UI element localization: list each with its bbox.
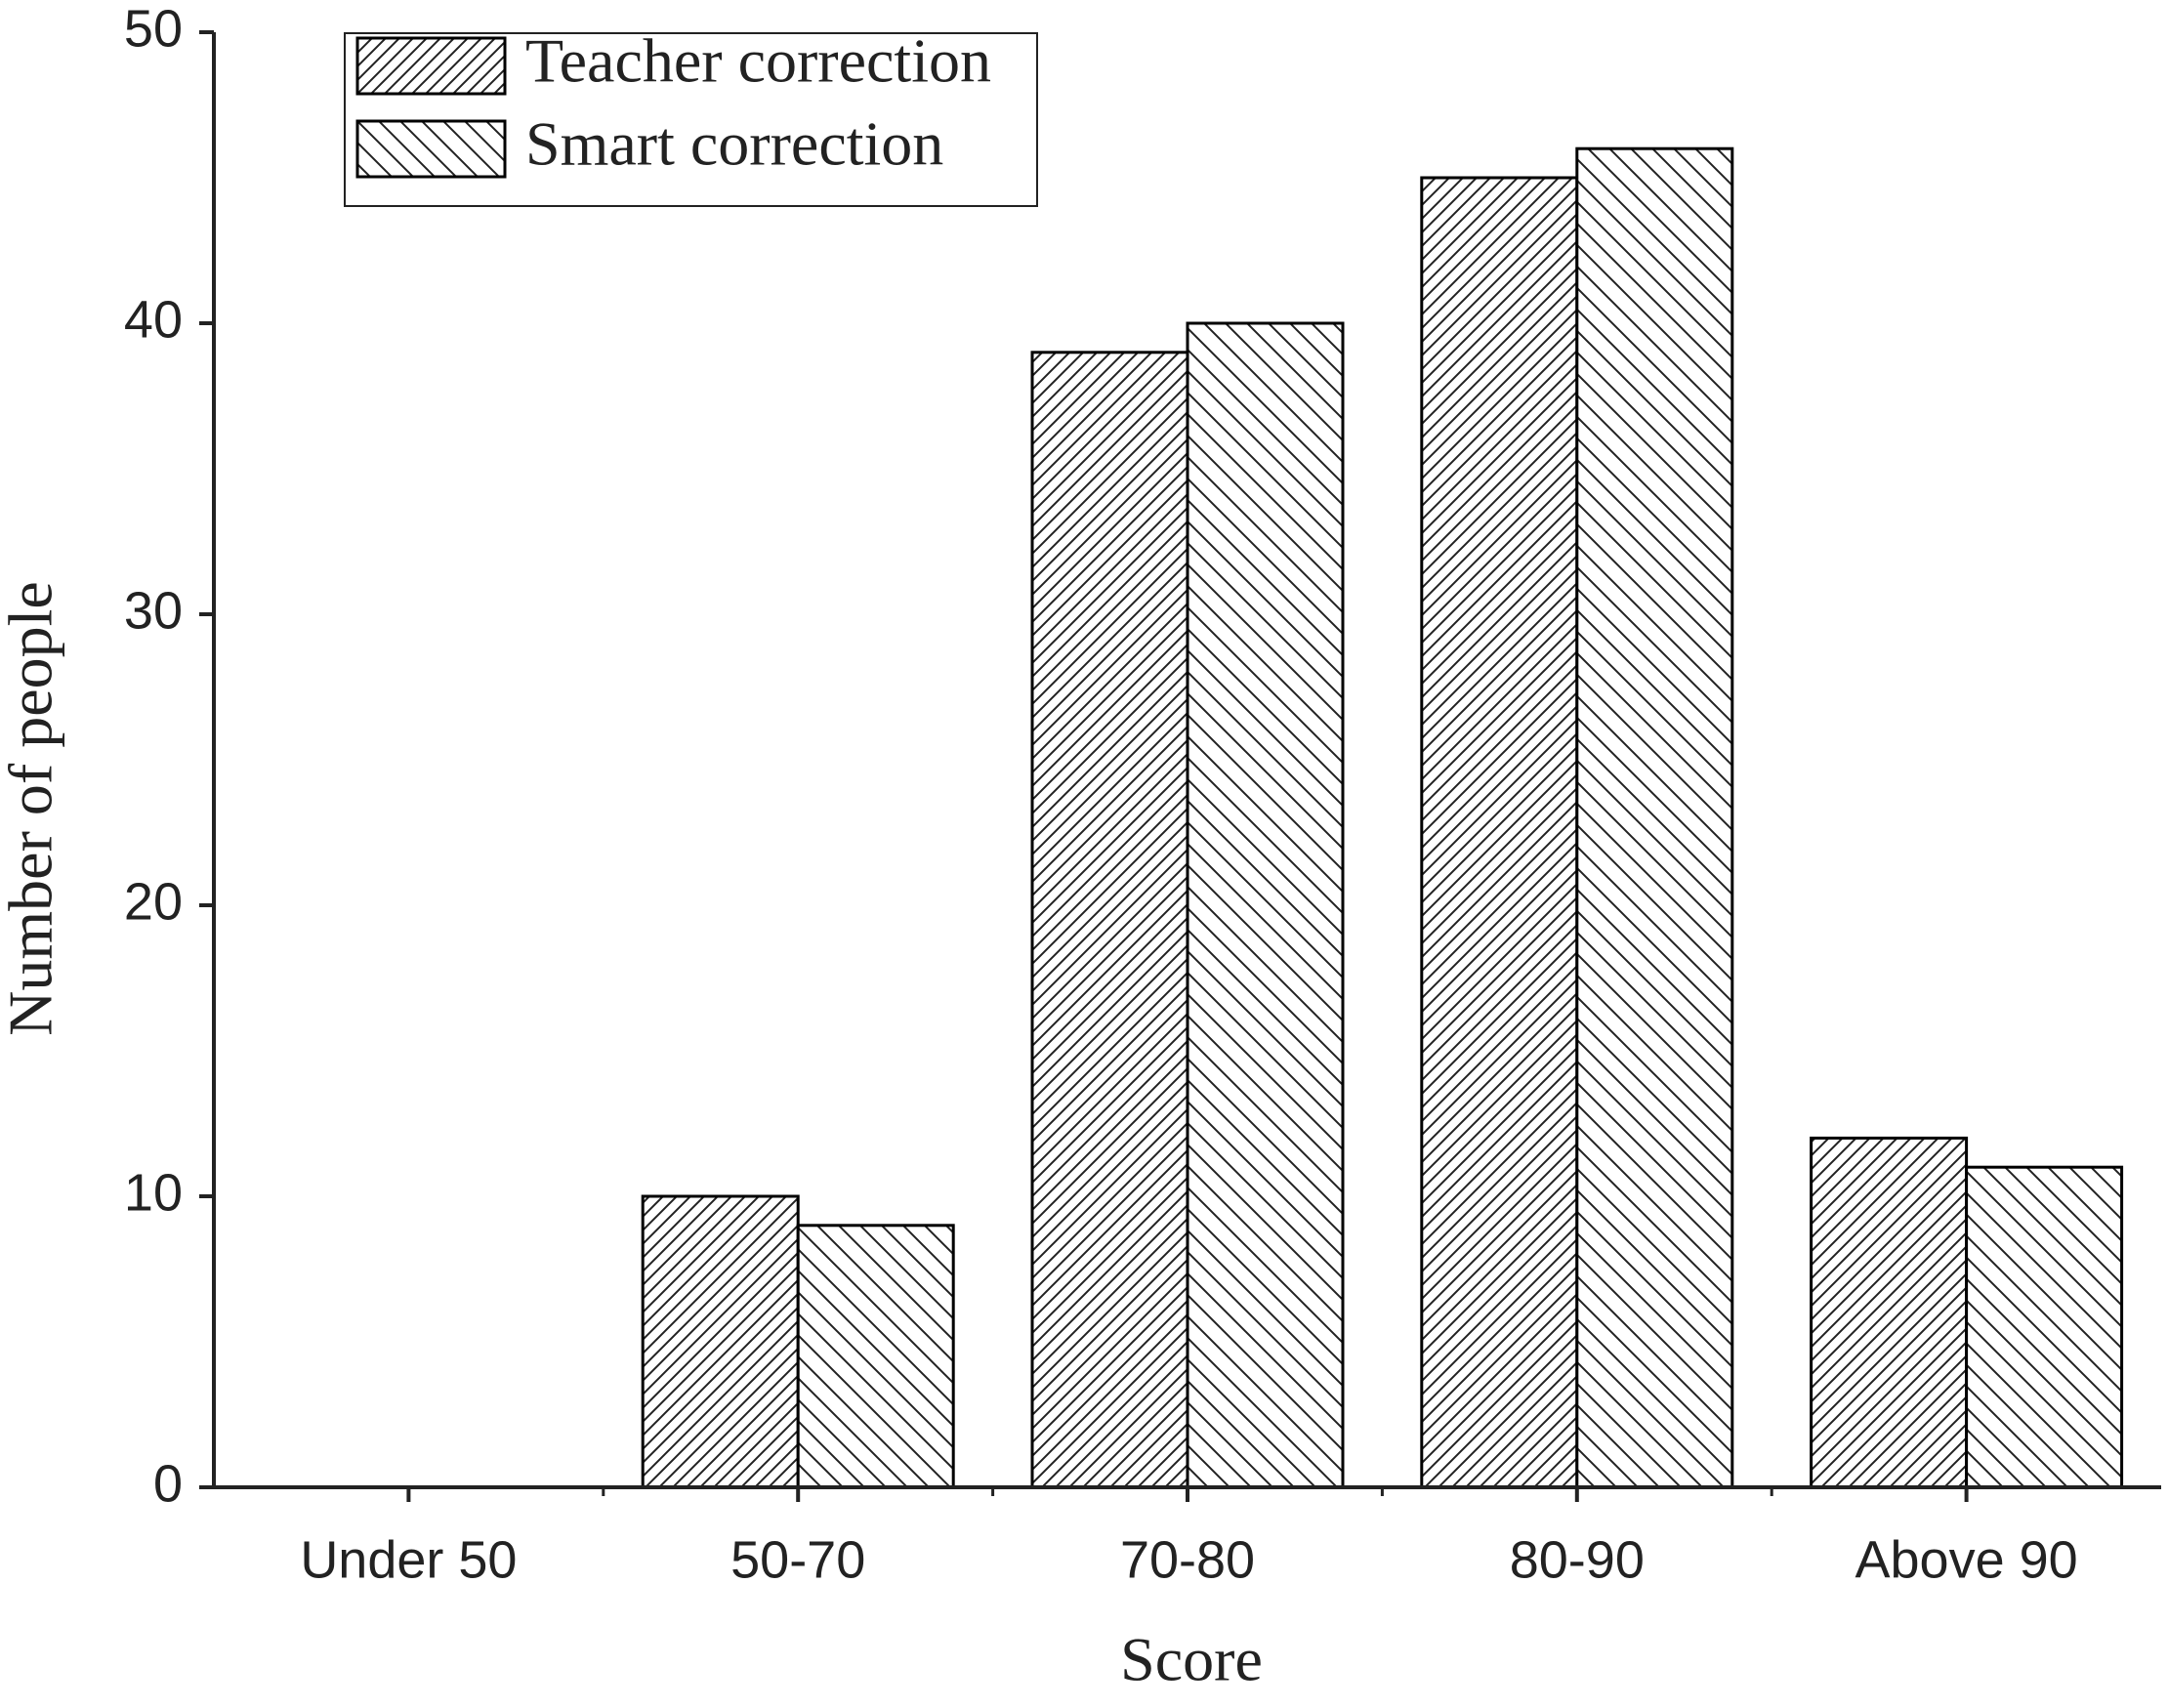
bar bbox=[641, 1194, 800, 1489]
legend-swatch bbox=[355, 119, 507, 179]
x-tick-label: 80-90 bbox=[1510, 1530, 1645, 1589]
bar bbox=[1810, 1136, 1969, 1489]
y-tick-label: 40 bbox=[124, 290, 183, 349]
x-tick-label: Above 90 bbox=[1855, 1530, 2078, 1589]
bar bbox=[1420, 176, 1579, 1489]
x-tick-label: 70-80 bbox=[1120, 1530, 1255, 1589]
bar bbox=[1030, 351, 1189, 1489]
x-tick-label: Under 50 bbox=[300, 1530, 517, 1589]
legend-swatch bbox=[355, 36, 507, 96]
y-tick-label: 20 bbox=[124, 872, 183, 931]
x-tick-label: 50-70 bbox=[730, 1530, 865, 1589]
legend-label: Teacher correction bbox=[525, 26, 991, 96]
bar bbox=[1965, 1165, 2124, 1489]
y-tick-label: 0 bbox=[153, 1454, 183, 1513]
bar bbox=[1186, 321, 1345, 1489]
legend: Teacher correction Smart correction bbox=[344, 26, 1038, 207]
y-tick-label: 30 bbox=[124, 581, 183, 640]
bar bbox=[1575, 146, 1734, 1489]
y-tick-label: 10 bbox=[124, 1163, 183, 1222]
legend-label: Smart correction bbox=[525, 109, 943, 179]
x-axis-title: Score bbox=[1120, 1625, 1263, 1694]
y-tick-label: 50 bbox=[124, 0, 183, 58]
bar bbox=[796, 1224, 955, 1489]
y-axis-title: Number of people bbox=[0, 581, 65, 1036]
